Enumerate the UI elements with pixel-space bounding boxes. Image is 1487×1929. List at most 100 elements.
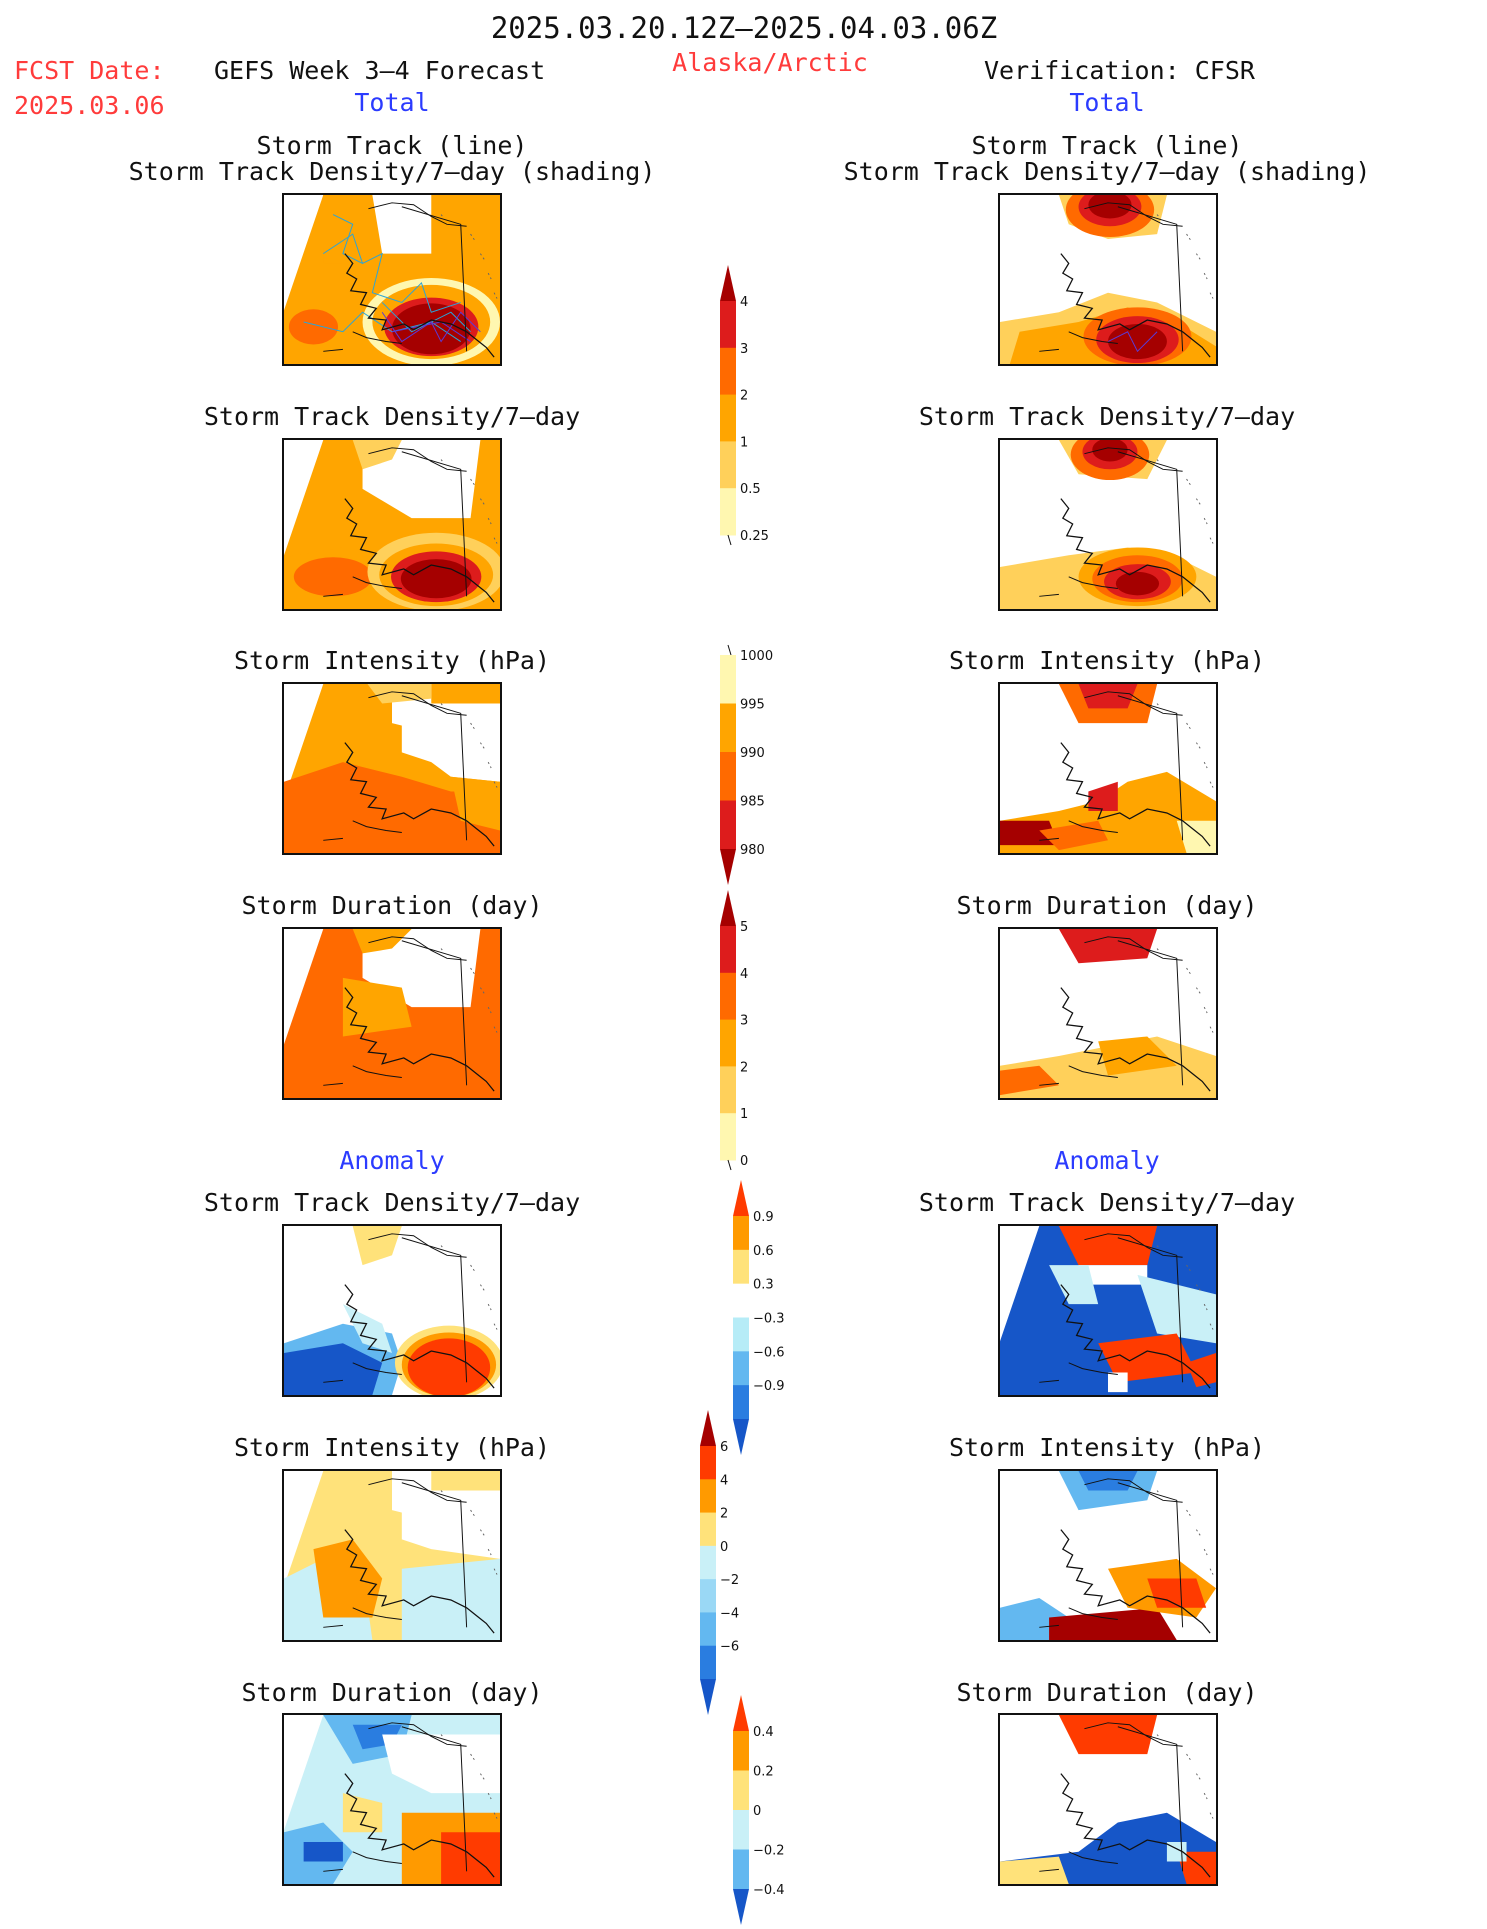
colorbar-bottom-triangle [700, 1679, 716, 1715]
colorbar-top-triangle [720, 265, 736, 301]
colorbar-duration-anom: 0.4 0.2 0 −0.2 −0.4 [733, 1695, 813, 1929]
map-right-density [998, 438, 1218, 611]
colorbar-tick-label: 1000 [740, 649, 773, 664]
colorbar-segment [700, 1545, 716, 1580]
colorbar-tick-label: 4 [720, 1473, 728, 1488]
left-duration-title: Storm Duration (day) [241, 891, 543, 920]
map-left-intensity-anom [282, 1469, 502, 1642]
colorbar-tick-label: 0.2 [753, 1765, 774, 1780]
colorbar-tick-label: 4 [740, 295, 748, 310]
colorbar-tick-label: 980 [740, 843, 765, 858]
right-duration-title: Storm Duration (day) [956, 891, 1258, 920]
right-intensity-anom-title: Storm Intensity (hPa) [948, 1433, 1266, 1462]
map-right-duration [998, 927, 1218, 1100]
right-density-title: Storm Track Density/7–day [918, 402, 1296, 431]
colorbar-segment [720, 488, 736, 536]
colorbar-tick-label: 0.5 [740, 482, 761, 497]
right-intensity-title: Storm Intensity (hPa) [948, 646, 1266, 675]
map-left-duration [282, 927, 502, 1100]
map-left-density-anom [282, 1224, 502, 1397]
colorbar-tick-label: 0.25 [740, 529, 769, 544]
colorbar-tick-label: −4 [720, 1606, 739, 1621]
colorbar-top-triangle [700, 1410, 716, 1446]
colorbar-bottom-triangle [733, 1419, 749, 1455]
colorbar-segment [700, 1512, 716, 1547]
colorbar-segment [720, 752, 736, 801]
left-track-shading-title: Storm Track Density/7–day (shading) [128, 157, 656, 186]
colorbar-segment [720, 441, 736, 489]
map-right-intensity [998, 682, 1218, 855]
colorbar-segment [733, 1849, 749, 1890]
map-right-duration-anom [998, 1713, 1218, 1886]
colorbar-segment [700, 1579, 716, 1613]
colorbar-tick-label: −6 [720, 1640, 739, 1655]
colorbar-segment [700, 1645, 716, 1680]
colorbar-segment [720, 800, 736, 850]
colorbar-tick-label: 2 [720, 1507, 728, 1522]
colorbar-tick-label: 0 [740, 1154, 748, 1169]
map-right-density-anom [998, 1224, 1218, 1397]
fcst-date-value: 2025.03.06 [14, 91, 165, 120]
forecast-title: GEFS Week 3–4 Forecast [214, 56, 546, 85]
colorbar-tick-label: 2 [740, 389, 748, 404]
colorbar-tick-label: 990 [740, 746, 765, 761]
colorbar-tick-label: 0.3 [753, 1278, 774, 1293]
colorbar-segment [733, 1770, 749, 1811]
left-density-title: Storm Track Density/7–day [203, 402, 581, 431]
colorbar-tick-label: −0.9 [753, 1379, 785, 1394]
colorbar-tick-label: 985 [740, 795, 765, 810]
map-left-density [282, 438, 502, 611]
colorbar-tick-label: 0 [720, 1540, 728, 1555]
colorbar-segment [720, 703, 736, 753]
right-density-anom-title: Storm Track Density/7–day [918, 1188, 1296, 1217]
colorbar-segment [733, 1283, 749, 1318]
colorbar-segment [733, 1317, 749, 1352]
colorbar-intensity-total: 1000 995 990 985 980 [720, 644, 800, 889]
colorbar-tick-label: 0.9 [753, 1210, 774, 1225]
colorbar-top-triangle [733, 1695, 749, 1731]
colorbar-tick-label: −0.6 [753, 1345, 785, 1360]
map-right-intensity-anom [998, 1469, 1218, 1642]
colorbar-tick-label: 1 [740, 435, 748, 450]
colorbar-tick-label: 2 [740, 1060, 748, 1075]
colorbar-density-total: 4 3 2 1 0.5 0.25 [720, 265, 800, 549]
right-track-line-title: Storm Track (line) [971, 131, 1243, 160]
colorbar-segment [720, 972, 736, 1021]
colorbar-segment [733, 1249, 749, 1285]
colorbar-tick-label: −0.4 [753, 1883, 785, 1898]
colorbar-segment [720, 394, 736, 442]
left-duration-anom-title: Storm Duration (day) [241, 1678, 543, 1707]
colorbar-segment [720, 655, 736, 704]
colorbar-tick-label: 1 [740, 1107, 748, 1122]
colorbar-segment [700, 1479, 716, 1514]
colorbar-tick-label: 0.6 [753, 1244, 774, 1259]
colorbar-segment [733, 1731, 749, 1771]
colorbar-top-triangle [733, 1180, 749, 1216]
right-duration-anom-title: Storm Duration (day) [956, 1678, 1258, 1707]
colorbar-tick-label: 3 [740, 342, 748, 357]
colorbar-duration-total: 5 4 3 2 1 0 [720, 890, 800, 1174]
colorbar-bottom-triangle [720, 849, 736, 885]
colorbar-tick-label: −0.3 [753, 1312, 785, 1327]
colorbar-top-triangle [720, 890, 736, 926]
left-density-anom-title: Storm Track Density/7–day [203, 1188, 581, 1217]
colorbar-segment [733, 1216, 749, 1251]
colorbar-intensity-anom: 6 4 2 0 −2 −4 −6 [700, 1410, 780, 1719]
colorbar-segment [720, 347, 736, 396]
period-title: 2025.03.20.12Z–2025.04.03.06Z [490, 11, 998, 45]
colorbar-tick-label: 0 [753, 1804, 761, 1819]
colorbar-tick-label: 4 [740, 967, 748, 982]
colorbar-tick-label: 6 [720, 1440, 728, 1455]
colorbar-tick-label: −2 [720, 1573, 739, 1588]
colorbar-segment [733, 1351, 749, 1386]
colorbar-segment [720, 301, 736, 349]
left-intensity-title: Storm Intensity (hPa) [233, 646, 551, 675]
colorbar-segment [720, 926, 736, 974]
colorbar-segment [733, 1385, 749, 1420]
fcst-date-label: FCST Date: [14, 56, 165, 85]
colorbar-tick-label: 995 [740, 698, 765, 713]
total-left-label: Total [354, 88, 430, 117]
colorbar-segment [720, 1019, 736, 1067]
left-track-line-title: Storm Track (line) [256, 131, 528, 160]
anomaly-right-label: Anomaly [1054, 1146, 1160, 1175]
